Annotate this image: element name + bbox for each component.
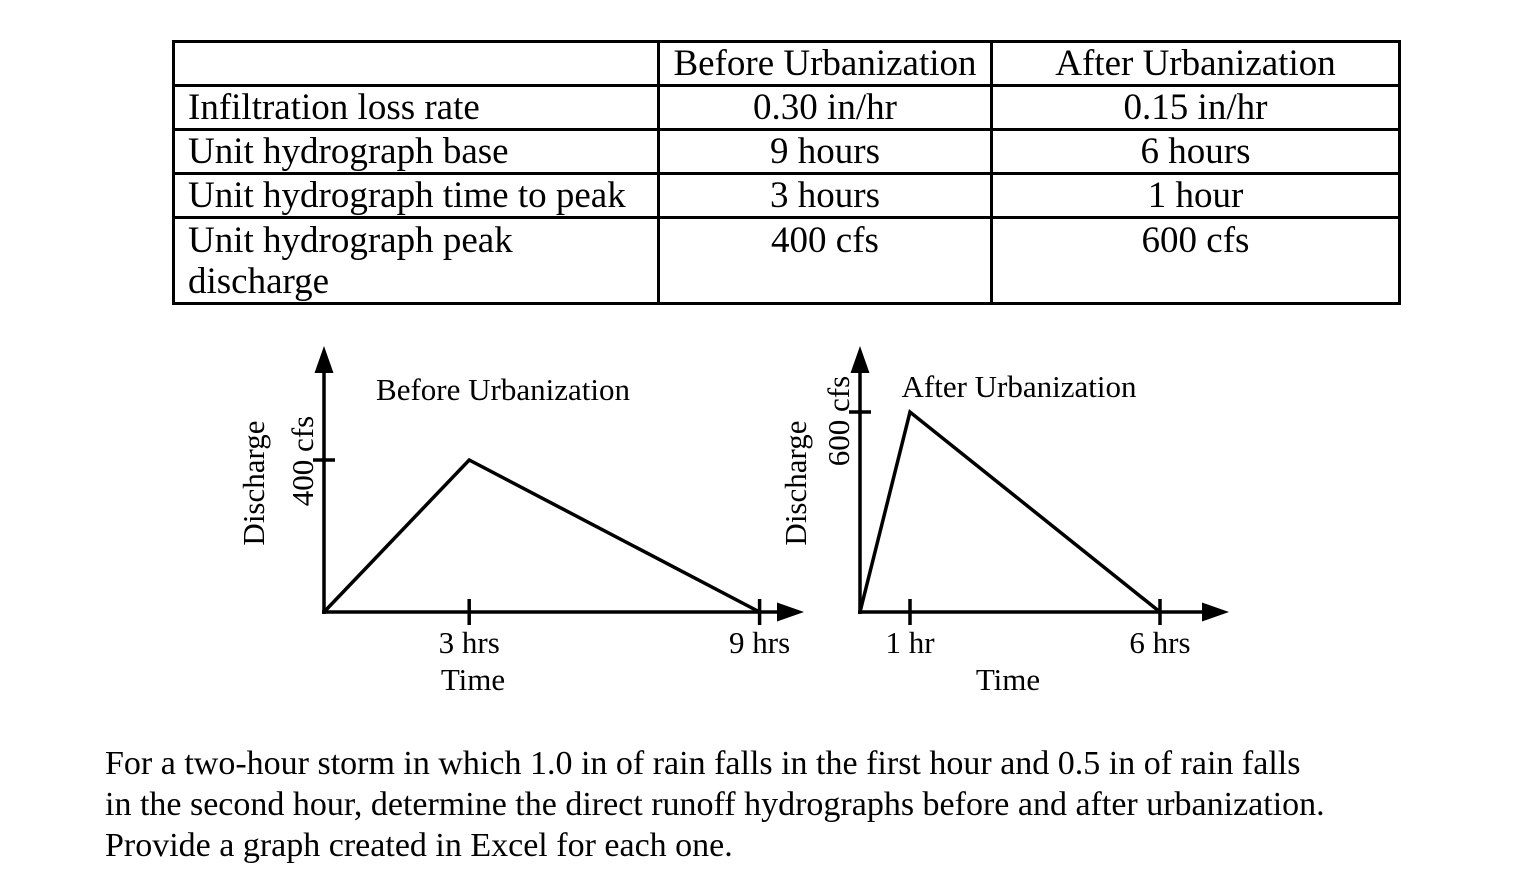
y-axis-arrowhead-icon	[314, 346, 334, 373]
row-label: Unit hydrograph peak discharge	[172, 216, 660, 305]
parameters-table: Before Urbanization After Urbanization I…	[172, 40, 1401, 305]
row-label: Infiltration loss rate	[172, 84, 660, 131]
problem-text-line: For a two-hour storm in which 1.0 in of …	[105, 745, 1301, 782]
hydrograph-curve	[322, 457, 761, 614]
x-tick-label: 6 hrs	[1129, 625, 1190, 660]
x-tick-label: 3 hrs	[439, 625, 500, 660]
y-axis-label: Discharge	[778, 420, 813, 545]
row-value-before: 0.30 in/hr	[657, 84, 993, 131]
hydrograph-curve	[858, 408, 1162, 614]
x-axis-arrowhead-icon	[1202, 602, 1229, 622]
table-header-row: Before Urbanization After Urbanization	[172, 40, 1401, 87]
row-value-after: 1 hour	[990, 172, 1401, 219]
problem-statement: For a two-hour storm in which 1.0 in of …	[105, 743, 1325, 866]
row-label-text: Unit hydrograph peak discharge	[188, 220, 513, 302]
y-axis-label: Discharge	[236, 420, 271, 545]
hydrograph-chart: 600 cfs 1 hr 6 hrs After Urbanization Discha…	[778, 346, 1229, 697]
table-header-after: After Urbanization	[990, 40, 1401, 87]
x-axis-label: Time	[441, 662, 505, 697]
row-label: Unit hydrograph base	[172, 128, 660, 175]
row-value-after: 600 cfs	[990, 216, 1401, 305]
y-axis-arrowhead-icon	[850, 346, 870, 373]
y-tick-label: 400 cfs	[285, 416, 320, 506]
x-tick-label: 9 hrs	[729, 625, 790, 660]
table-row: Infiltration loss rate 0.30 in/hr 0.15 i…	[172, 84, 1401, 131]
table-header-before: Before Urbanization	[657, 40, 993, 87]
x-tick-label: 1 hr	[885, 625, 935, 660]
row-label: Unit hydrograph time to peak	[172, 172, 660, 219]
problem-text-line: in the second hour, determine the direct…	[105, 786, 1325, 823]
table-row: Unit hydrograph peak discharge 400 cfs 6…	[172, 216, 1401, 305]
row-value-after: 6 hours	[990, 128, 1401, 175]
row-value-after: 0.15 in/hr	[990, 84, 1401, 131]
table-row: Unit hydrograph base 9 hours 6 hours	[172, 128, 1401, 175]
x-axis-arrowhead-icon	[777, 602, 804, 622]
row-value-before: 9 hours	[657, 128, 993, 175]
problem-text-line: Provide a graph created in Excel for eac…	[105, 827, 733, 864]
row-value-before: 3 hours	[657, 172, 993, 219]
row-value-before: 400 cfs	[657, 216, 993, 305]
x-axis-label: Time	[976, 662, 1040, 697]
chart-title: After Urbanization	[902, 369, 1137, 404]
hydrograph-chart: 400 cfs 3 hrs 9 hrs Before Urbanization Disc…	[236, 346, 804, 697]
table-header-corner	[172, 40, 660, 87]
chart-title: Before Urbanization	[376, 372, 630, 407]
y-tick-label: 600 cfs	[821, 376, 856, 466]
table-row: Unit hydrograph time to peak 3 hours 1 h…	[172, 172, 1401, 219]
